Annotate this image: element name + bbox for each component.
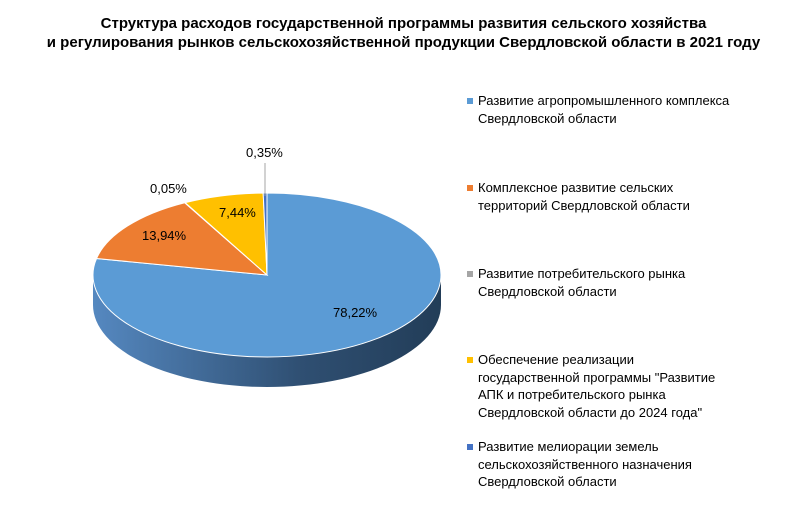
data-label-support: 7,44%	[219, 205, 256, 220]
legend-item-consumer: Развитие потребительского рынка Свердлов…	[467, 265, 708, 300]
legend-swatch	[467, 357, 473, 363]
pie-side-agro	[93, 275, 441, 387]
legend-label: Развитие мелиорации земель сельскохозяйс…	[478, 439, 692, 489]
data-label-rural: 13,94%	[142, 228, 187, 243]
data-label-agro: 78,22%	[333, 305, 378, 320]
legend-item-support: Обеспечение реализации государственной п…	[467, 351, 728, 421]
data-label-consumer: 0,05%	[150, 181, 187, 196]
chart-title-line-2: и регулирования рынков сельскохозяйствен…	[46, 34, 761, 51]
legend-swatch	[467, 98, 473, 104]
data-label-melioration: 0,35%	[246, 145, 283, 160]
legend-label: Комплексное развитие сельских территорий…	[478, 180, 690, 213]
legend-swatch	[467, 444, 473, 450]
chart-title: Структура расходов государственной прогр…	[0, 14, 807, 52]
pie-slice-1	[95, 202, 269, 276]
legend-item-melioration: Развитие мелиорации земель сельскохозяйс…	[467, 438, 718, 491]
legend-item-rural: Комплексное развитие сельских территорий…	[467, 179, 708, 214]
legend-label: Развитие агропромышленного комплекса Све…	[478, 93, 730, 126]
legend-swatch	[467, 271, 473, 277]
legend-item-agro: Развитие агропромышленного комплекса Све…	[467, 92, 748, 127]
legend-swatch	[467, 185, 473, 191]
legend-label: Обеспечение реализации государственной п…	[478, 352, 716, 420]
chart-title-line-1: Структура расходов государственной прогр…	[100, 15, 707, 32]
legend-label: Развитие потребительского рынка Свердлов…	[478, 266, 686, 299]
